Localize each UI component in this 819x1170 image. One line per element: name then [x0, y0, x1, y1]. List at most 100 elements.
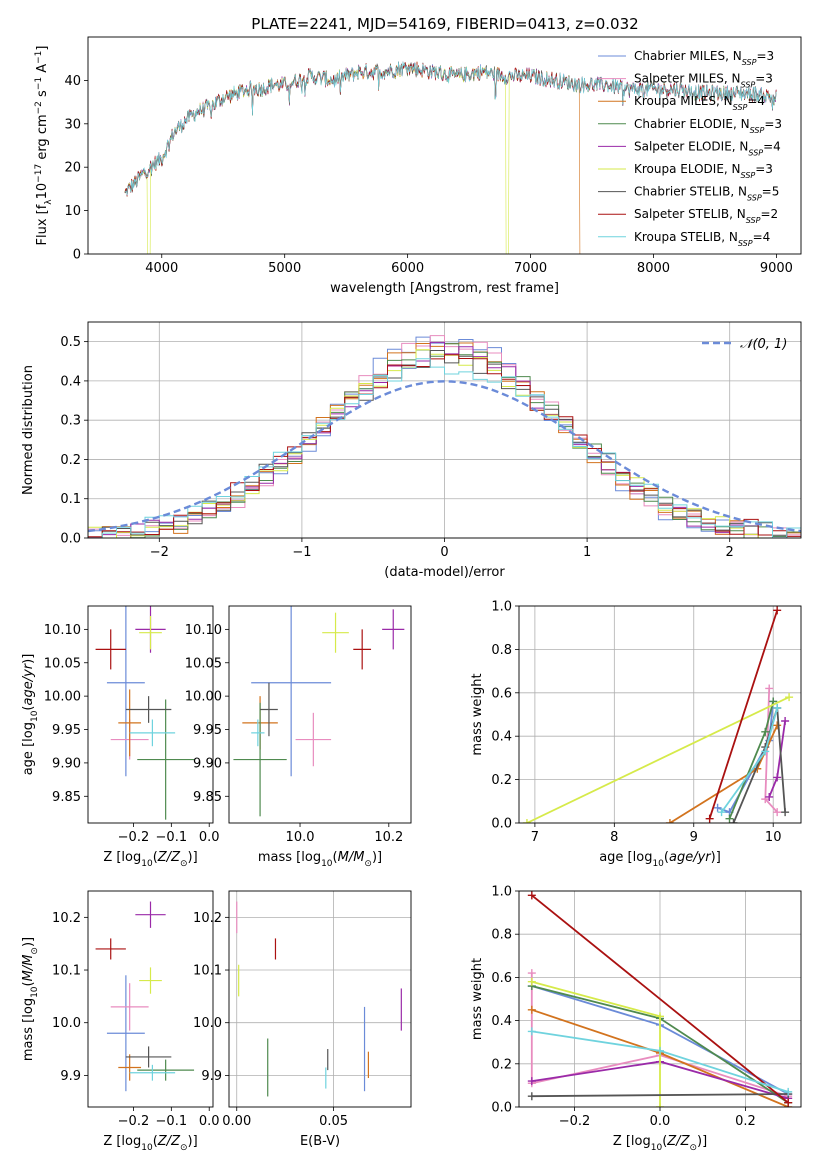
legend-label: Salpeter ELODIE, NSSP=4 [634, 139, 781, 157]
errorbar-point [135, 901, 166, 928]
x-tick-label: −0.2 [559, 1114, 591, 1129]
x-tick-label: 0.2 [735, 1114, 756, 1129]
y-tick-label: 10.10 [44, 623, 81, 638]
x-tick-label: 9 [690, 830, 698, 845]
y-tick-label: 0.4 [491, 1014, 512, 1029]
y-tick-label: 9.95 [193, 723, 222, 738]
y-tick-label: 1.0 [491, 885, 512, 900]
y-tick-label: 0.0 [491, 817, 512, 832]
errorbar-point [106, 606, 145, 777]
spectrum-lines [124, 61, 777, 254]
weight-marker [761, 727, 770, 736]
y-tick-label: 0 [73, 248, 81, 263]
x-tick-label: 7 [531, 830, 539, 845]
plot-frame [228, 605, 412, 824]
x-tick-label: −2 [150, 545, 169, 560]
weight-marker [773, 773, 782, 782]
weight-line [531, 894, 789, 1104]
y-tick-label: 0.2 [491, 1057, 512, 1072]
errorbar-point [125, 1046, 172, 1068]
errorbar-point [129, 1064, 176, 1081]
legend-label: Kroupa ELODIE, NSSP=3 [634, 162, 773, 180]
y-tick-label: 0.4 [491, 730, 512, 745]
y-tick-label: 0.3 [60, 414, 81, 429]
y-tick-label: 10.2 [52, 911, 81, 926]
histograms [88, 335, 801, 538]
weight-marker [781, 808, 790, 817]
weight-marker [785, 693, 794, 702]
x-tick-label: 10 [765, 830, 782, 845]
weight-line [531, 1093, 789, 1098]
errorbar-point [139, 616, 162, 650]
spectrum-panel: 4000 5000 6000 7000 8000 9000 0 10 20 30 40 wavelen… [34, 36, 802, 296]
errorbar-point [125, 696, 172, 723]
weight-marker [527, 977, 536, 986]
x-axis-label: Z [log10(Z/Z⊙)] [613, 1134, 707, 1153]
y-tick-label: 0.0 [491, 1101, 512, 1116]
y-tick-label: 10.2 [193, 911, 222, 926]
x-tick-label: 0.0 [199, 1114, 220, 1129]
y-tick-label: 0.8 [491, 643, 512, 658]
y-axis-label: Flux [fλ10−17 erg cm−2 s−1 A−1] [34, 46, 54, 246]
weight-marker [717, 808, 726, 817]
weight-marker [527, 1077, 536, 1086]
plot-frame [87, 890, 214, 1108]
y-tick-label: 0.1 [60, 492, 81, 507]
y-tick-label: 10.05 [44, 656, 81, 671]
y-tick-label: 10.00 [44, 690, 81, 705]
errorbar-point [137, 699, 195, 820]
x-tick-label: 10.0 [286, 830, 315, 845]
errorbars [95, 901, 195, 1092]
weight-marker [781, 717, 790, 726]
errorbar-point [322, 612, 349, 653]
x-tick-label: 0 [440, 545, 448, 560]
errorbar-point [139, 967, 162, 994]
y-tick-label: 0.5 [60, 335, 81, 350]
errorbar-point [118, 689, 142, 757]
x-axis-label: mass [log10(M/M⊙)] [258, 850, 382, 869]
y-tick-label: 10.1 [193, 964, 222, 979]
x-axis-label: Z [log10(Z/Z⊙)] [103, 1134, 197, 1153]
y-tick-label: 0.6 [491, 971, 512, 986]
weight-marker [784, 1098, 793, 1107]
errorbar-point [95, 629, 126, 670]
legend-label: Salpeter MILES, NSSP=3 [634, 72, 773, 90]
y-tick-label: 0.2 [60, 453, 81, 468]
weight-marker [522, 819, 531, 823]
normal-curve [88, 380, 801, 533]
x-tick-label: −1 [292, 545, 311, 560]
legend-label: Chabrier STELIB, NSSP=5 [634, 185, 779, 203]
x-tick-label: −0.1 [156, 830, 188, 845]
y-tick-label: 0.6 [491, 686, 512, 701]
y-axis-label: mass weight [470, 673, 485, 755]
weight-series [527, 891, 793, 1107]
x-axis-label: wavelength [Angstrom, rest frame] [330, 281, 559, 296]
y-axis-label: age [log10(age/yr)] [21, 654, 40, 776]
weight-line [531, 980, 661, 1107]
legend-label: Chabrier MILES, NSSP=3 [634, 49, 774, 67]
x-tick-label: 7000 [514, 261, 547, 276]
weight-marker [527, 1005, 536, 1014]
weight-line [526, 696, 790, 823]
y-tick-label: 10.00 [185, 690, 222, 705]
weight-marker [729, 819, 738, 823]
errorbars [236, 901, 402, 1097]
errorbar-point [251, 719, 265, 747]
y-tick-label: 20 [64, 161, 81, 176]
legend-label: Salpeter STELIB, NSSP=2 [634, 207, 778, 225]
weight-marker [761, 747, 770, 756]
x-tick-label: 8 [610, 830, 618, 845]
weight-marker [773, 808, 782, 817]
legend-label: Chabrier ELODIE, NSSP=3 [634, 117, 782, 135]
y-tick-label: 9.90 [193, 756, 222, 771]
x-tick-label: 9000 [760, 261, 793, 276]
errorbar-point [251, 606, 332, 777]
y-tick-label: 0.0 [60, 532, 81, 547]
y-tick-label: 0.2 [491, 773, 512, 788]
weight-marker [527, 1092, 536, 1101]
plot-frame [87, 36, 802, 255]
plot-frame [518, 605, 802, 824]
age-vs-mass-panel: 10.0 10.2 9.85 9.90 9.95 10.00 10.05 10.10 mass … [185, 605, 412, 869]
weight-marker [765, 792, 774, 801]
weight-marker [527, 969, 536, 978]
